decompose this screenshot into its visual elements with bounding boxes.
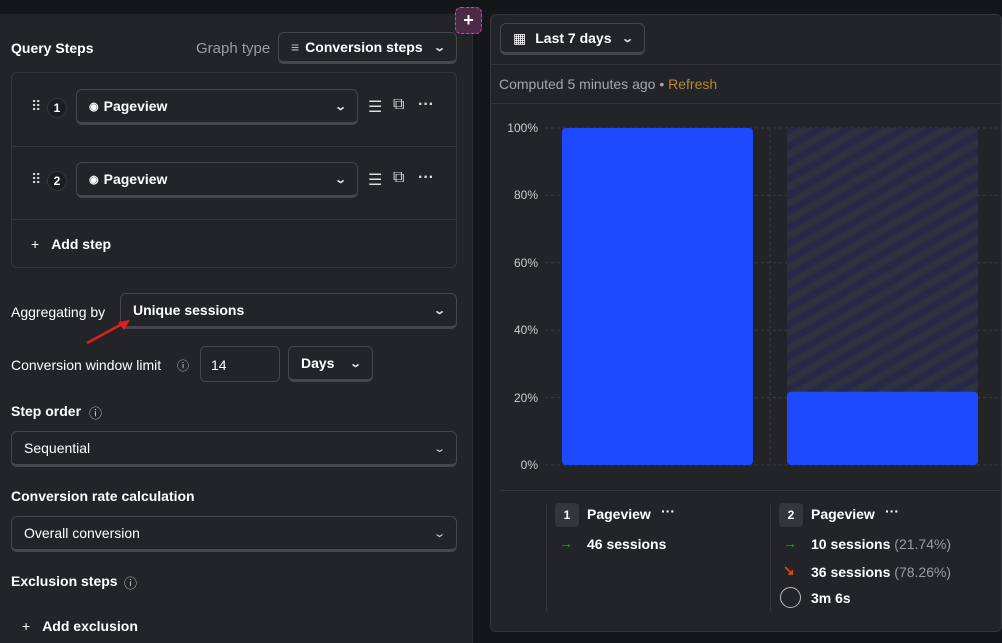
legend-step-number: 2 (779, 503, 803, 527)
chevron-down-icon: ⌄ (333, 100, 347, 113)
funnel-icon: ≡ (291, 39, 300, 55)
chevron-down-icon: ⌄ (432, 442, 446, 455)
converted-count: 10 sessions (811, 536, 891, 552)
dropped-pct: (78.26%) (894, 564, 952, 580)
duplicate-icon[interactable]: ⧉ (393, 169, 405, 186)
legend-step-name: Pageview (811, 506, 875, 522)
time-to-convert: 3m 6s (811, 590, 851, 606)
chevron-down-icon: ⌄ (432, 527, 446, 540)
step-order-select[interactable]: Sequential ⌄ (11, 431, 457, 467)
exclusion-label: Exclusion steps (11, 573, 118, 589)
chevron-down-icon: ⌄ (432, 41, 446, 54)
step-number: 2 (47, 171, 67, 191)
date-range-select[interactable]: ▦ Last 7 days ⌄ (500, 23, 645, 55)
chevron-down-icon: ⌄ (432, 304, 446, 317)
y-tick-label: 20% (513, 390, 538, 405)
window-unit-select[interactable]: Days ⌄ (288, 346, 373, 382)
aggregating-select[interactable]: Unique sessions ⌄ (120, 293, 457, 329)
conversion-window-input[interactable]: 14 (200, 346, 280, 382)
calendar-icon: ▦ (513, 29, 527, 46)
y-tick-label: 0% (520, 458, 538, 472)
y-tick-label: 60% (513, 255, 538, 270)
rate-calc-label: Conversion rate calculation (11, 488, 195, 504)
step-number: 1 (47, 98, 67, 118)
filter-icon[interactable]: ☰ (368, 172, 383, 189)
clock-icon (780, 587, 801, 608)
bar-converted[interactable] (562, 128, 753, 465)
eye-icon: ◉ (89, 173, 99, 186)
chevron-down-icon: ⌄ (620, 32, 634, 45)
plus-icon: + (31, 236, 40, 252)
step-event-select[interactable]: ◉ Pageview ⌄ (76, 89, 358, 125)
plus-icon: + (22, 618, 31, 634)
eye-icon: ◉ (89, 100, 99, 113)
drag-handle-icon[interactable]: ⠿ (31, 98, 42, 114)
computed-text: Computed 5 minutes ago (499, 76, 656, 92)
converted-count: 46 sessions (587, 536, 667, 552)
bar-dropoff[interactable] (787, 128, 978, 465)
add-exclusion-button[interactable]: + Add exclusion (22, 618, 138, 634)
y-tick-label: 80% (513, 188, 538, 203)
y-tick-label: 100% (507, 121, 538, 135)
legend-step-name: Pageview (587, 506, 651, 522)
add-step-button[interactable]: + Add step (31, 236, 112, 252)
rate-calc-select[interactable]: Overall conversion ⌄ (11, 516, 457, 552)
duplicate-icon[interactable]: ⧉ (393, 96, 405, 113)
more-icon[interactable]: ··· (418, 169, 434, 186)
filter-icon[interactable]: ☰ (368, 99, 383, 116)
graph-type-label: Graph type (196, 40, 271, 57)
legend-step-number: 1 (555, 503, 579, 527)
drag-handle-icon[interactable]: ⠿ (31, 171, 42, 187)
query-steps-title: Query Steps (11, 40, 94, 56)
info-icon: ⓘ (177, 359, 190, 373)
more-icon[interactable]: ··· (418, 96, 434, 113)
info-icon: ⓘ (124, 576, 138, 591)
steps-container (11, 72, 457, 268)
refresh-link[interactable]: Refresh (668, 76, 718, 92)
arrow-right-icon: → (783, 535, 797, 551)
dropped-count: 36 sessions (811, 564, 891, 580)
chevron-down-icon: ⌄ (333, 173, 347, 186)
info-icon: ⓘ (89, 406, 103, 421)
add-insight-button[interactable]: + (455, 7, 482, 34)
graph-type-select[interactable]: ≡ Conversion steps ⌄ (278, 32, 457, 64)
step-order-label: Step order (11, 403, 82, 419)
step-event-select[interactable]: ◉ Pageview ⌄ (76, 162, 358, 198)
bar-converted[interactable] (787, 391, 978, 465)
annotation-arrow (86, 320, 130, 345)
aggregating-label: Aggregating by (11, 304, 106, 320)
arrow-down-right-icon: ↘ (783, 562, 795, 578)
chevron-down-icon: ⌄ (348, 357, 362, 370)
arrow-right-icon: → (559, 535, 573, 551)
converted-pct: (21.74%) (894, 536, 952, 552)
more-icon[interactable]: ··· (661, 503, 675, 519)
more-icon[interactable]: ··· (885, 503, 899, 519)
y-tick-label: 40% (513, 323, 538, 338)
conversion-window-label: Conversion window limit (11, 357, 162, 373)
